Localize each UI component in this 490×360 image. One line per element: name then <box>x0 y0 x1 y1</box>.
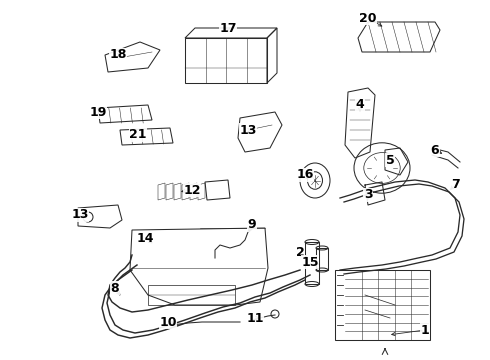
Text: 16: 16 <box>296 168 314 181</box>
Text: 12: 12 <box>183 184 201 197</box>
Text: 18: 18 <box>109 49 127 62</box>
Text: 14: 14 <box>136 231 154 244</box>
Text: 4: 4 <box>356 99 365 112</box>
Text: 19: 19 <box>89 105 107 118</box>
Text: 8: 8 <box>111 282 119 294</box>
Text: 13: 13 <box>239 123 257 136</box>
Text: 2: 2 <box>295 246 304 258</box>
Text: 15: 15 <box>301 256 319 269</box>
Text: 17: 17 <box>219 22 237 35</box>
Text: 9: 9 <box>247 219 256 231</box>
Text: 6: 6 <box>431 144 440 157</box>
Text: 3: 3 <box>364 189 372 202</box>
Text: 20: 20 <box>359 12 377 24</box>
Text: 7: 7 <box>451 179 460 192</box>
Text: 5: 5 <box>386 153 394 166</box>
Text: 21: 21 <box>129 129 147 141</box>
Text: 10: 10 <box>159 315 177 328</box>
Text: 13: 13 <box>72 208 89 221</box>
Text: 11: 11 <box>246 311 264 324</box>
Text: 1: 1 <box>420 324 429 337</box>
